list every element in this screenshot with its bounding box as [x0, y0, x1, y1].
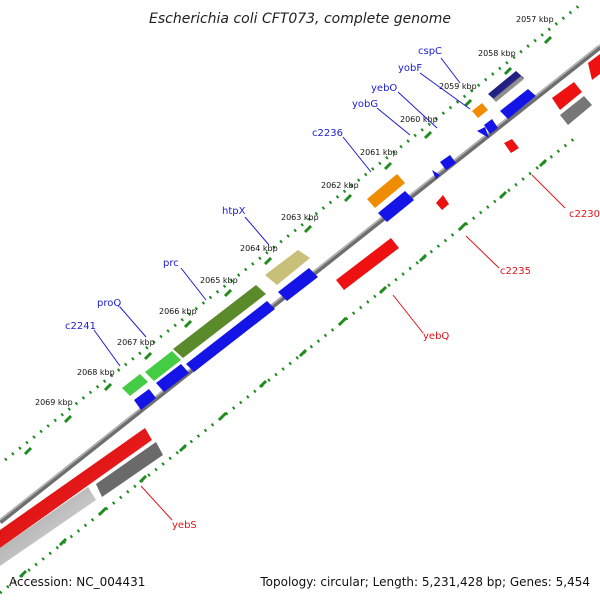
- gene-blue-2[interactable]: [484, 119, 498, 134]
- tick-label: 2064 kbp: [240, 244, 278, 253]
- gene-grey-right[interactable]: [560, 96, 592, 125]
- gene-blue-3[interactable]: [477, 127, 489, 138]
- gene-c2236[interactable]: [367, 174, 405, 208]
- gene-c2230-b[interactable]: [504, 139, 519, 153]
- gene-c2241[interactable]: [122, 374, 148, 396]
- tick-label: 2058 kbp: [478, 49, 516, 58]
- reverse-label-lines: [140, 174, 566, 521]
- gene-label: yobF: [398, 63, 422, 74]
- forward-strand-lower: [134, 89, 536, 410]
- gene-blue-1[interactable]: [500, 89, 536, 119]
- gene-c2235[interactable]: [436, 195, 449, 210]
- reverse-strand: [0, 54, 600, 566]
- gene-dark-grey[interactable]: [96, 442, 163, 497]
- tick-label: 2067 kbp: [117, 338, 155, 347]
- gene-blue-10[interactable]: [134, 389, 156, 410]
- gene-label: yebO: [371, 83, 397, 94]
- gene-blue-6[interactable]: [378, 191, 414, 222]
- inner-major-ticks: [18, 158, 548, 579]
- forward-gene-labels: cspC yobF yebO yobG c2236 htpX prc proQ …: [65, 46, 442, 332]
- gene-yebQ[interactable]: [336, 238, 399, 290]
- inner-dotted-track: [0, 136, 576, 595]
- accession-text: Accession: NC_004431: [9, 575, 145, 589]
- gene-blue-9[interactable]: [156, 364, 189, 392]
- tick-label: 2061 kbp: [360, 148, 398, 157]
- gene-label: prc: [163, 258, 179, 269]
- gene-blue-5[interactable]: [432, 170, 440, 179]
- gene-label: yobG: [352, 99, 378, 110]
- forward-strand-upper: [122, 71, 524, 396]
- outer-dotted-track: [4, 3, 581, 462]
- gene-blue-8[interactable]: [186, 301, 275, 372]
- genome-summary-text: Topology: circular; Length: 5,231,428 bp…: [259, 575, 590, 589]
- gene-prc[interactable]: [173, 285, 266, 358]
- gene-label: c2241: [65, 321, 96, 332]
- tick-label: 2057 kbp: [516, 15, 554, 24]
- tick-label: 2069 kbp: [35, 398, 73, 407]
- tick-label: 2063 kbp: [281, 213, 319, 222]
- gene-label: cspC: [418, 46, 442, 57]
- gene-proQ[interactable]: [145, 351, 181, 381]
- tick-label: 2062 kbp: [321, 181, 359, 190]
- tick-label: 2068 kbp: [77, 368, 115, 377]
- gene-label: proQ: [97, 298, 121, 309]
- gene-label: c2236: [312, 128, 343, 139]
- gene-htpX[interactable]: [265, 250, 310, 285]
- reverse-gene-labels: c2230 c2235 yebQ yebS: [172, 209, 600, 531]
- gene-light-grey[interactable]: [0, 487, 96, 566]
- gene-yobF[interactable]: [472, 103, 488, 118]
- gene-blue-7[interactable]: [278, 268, 318, 301]
- gene-cspC[interactable]: [488, 71, 524, 101]
- gene-yebS[interactable]: [0, 428, 152, 548]
- gene-label: yebQ: [423, 331, 449, 342]
- map-title: Escherichia coli CFT073, complete genome: [149, 11, 451, 27]
- gene-red-edge[interactable]: [588, 54, 600, 80]
- gene-label: htpX: [222, 206, 246, 217]
- tick-label: 2060 kbp: [400, 115, 438, 124]
- gene-label: yebS: [172, 520, 197, 531]
- scale-labels: 2057 kbp 2058 kbp 2059 kbp 2060 kbp 2061…: [35, 15, 554, 407]
- gene-c2230-a[interactable]: [552, 82, 582, 110]
- tick-label: 2065 kbp: [200, 276, 238, 285]
- tick-label: 2066 kbp: [159, 307, 197, 316]
- outer-major-ticks: [23, 35, 553, 456]
- gene-blue-4[interactable]: [440, 155, 456, 170]
- gene-label: c2235: [500, 266, 531, 277]
- gene-cspC-shade: [493, 76, 524, 102]
- forward-label-lines: [93, 57, 471, 367]
- gene-label: c2230: [569, 209, 600, 220]
- tick-label: 2059 kbp: [439, 82, 477, 91]
